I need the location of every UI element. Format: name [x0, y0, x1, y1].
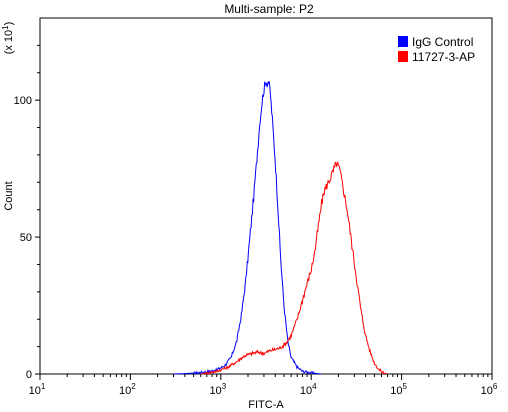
x-axis-label: FITC-A [248, 399, 284, 411]
chart-title: Multi-sample: P2 [224, 2, 314, 16]
x-tick-label: 106 [481, 382, 498, 397]
legend-label: IgG Control [412, 35, 473, 49]
x-tick-label: 104 [300, 382, 317, 397]
legend-swatch [398, 51, 408, 62]
y-axis-multiplier: (x 101) [1, 22, 15, 55]
y-tick-label: 50 [20, 232, 32, 244]
x-tick-label: 101 [29, 382, 46, 397]
legend-swatch [398, 36, 408, 47]
x-axis: 101 102 103 104 105 106 [29, 374, 498, 397]
series-line [173, 81, 322, 376]
y-axis: 0 50 100 [14, 44, 40, 381]
x-tick-label: 103 [209, 382, 226, 397]
plot-area-frame [39, 17, 493, 375]
series-curves [173, 81, 388, 376]
series-line [200, 160, 388, 376]
y-tick-label: 0 [26, 369, 32, 381]
x-tick-label: 105 [390, 382, 407, 397]
y-axis-label: Count [3, 181, 15, 210]
legend-label: 11727-3-AP [412, 50, 475, 64]
x-tick-label: 102 [119, 382, 136, 397]
y-tick-label: 100 [14, 95, 32, 107]
